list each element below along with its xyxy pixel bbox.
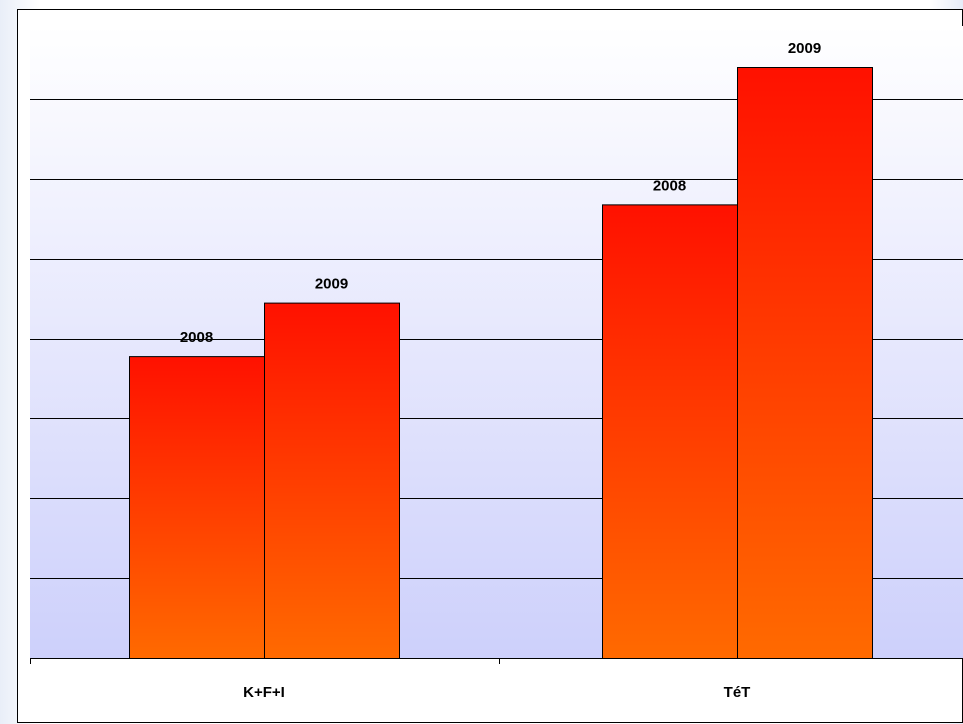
- data-label: 2008: [653, 177, 686, 194]
- bar: [602, 204, 738, 660]
- data-label: 2009: [788, 40, 821, 57]
- data-label: 2008: [180, 329, 213, 346]
- bar: [264, 302, 400, 659]
- data-label: 2009: [315, 276, 348, 293]
- x-tick-label: K+F+I: [243, 684, 285, 701]
- bar: [129, 356, 265, 659]
- x-tick-label: TéT: [724, 684, 751, 701]
- bar: [737, 67, 873, 659]
